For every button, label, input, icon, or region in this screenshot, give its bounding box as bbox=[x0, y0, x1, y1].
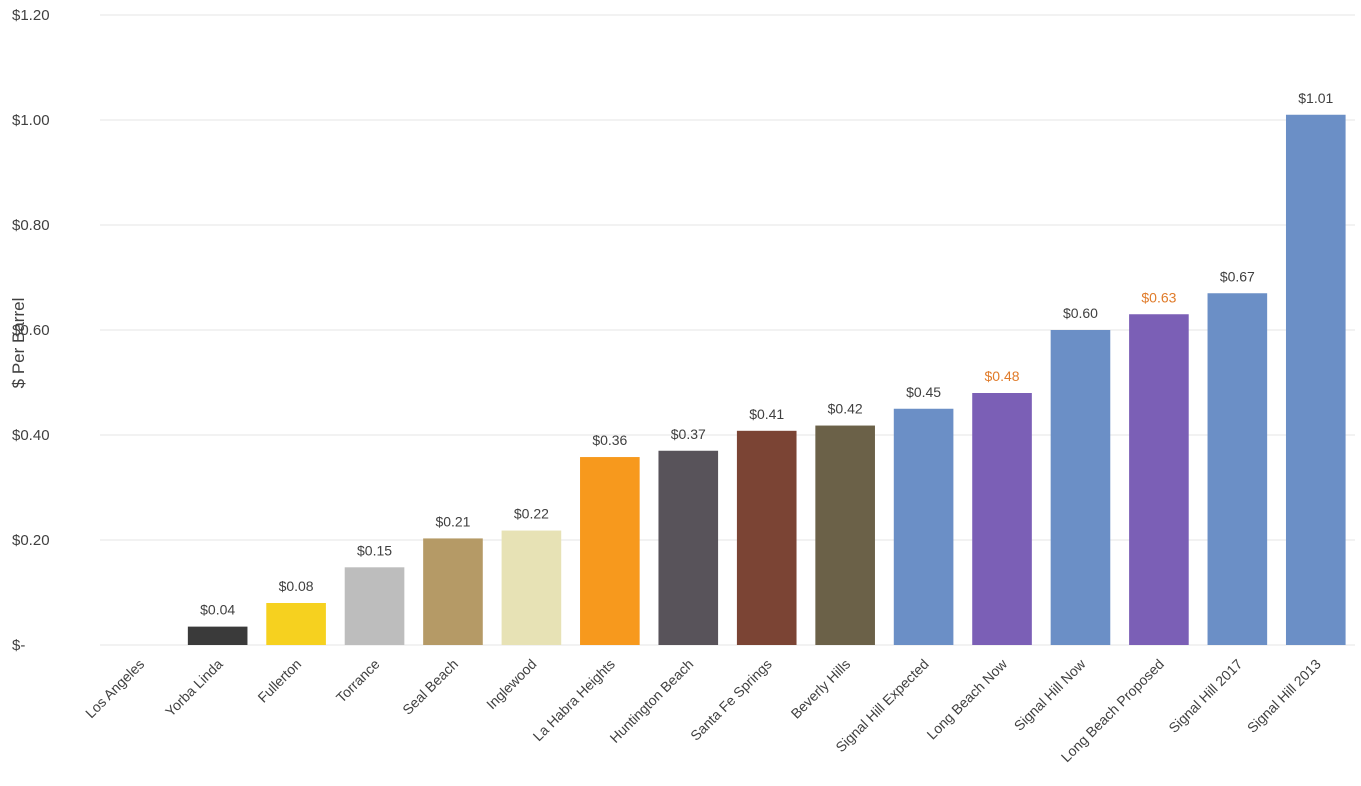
data-label: $0.41 bbox=[749, 406, 784, 422]
bar bbox=[423, 538, 483, 645]
y-tick-label: $1.00 bbox=[12, 112, 50, 129]
data-labels: $0.04 $0.08 $0.15 $0.21 $0.22 $0.36 $0.37 $0.41… bbox=[200, 90, 1333, 618]
bar bbox=[1285, 114, 1346, 645]
bar bbox=[1050, 330, 1111, 645]
category-label: Signal Hill 2017 bbox=[1165, 656, 1245, 736]
category-label: Torrance bbox=[333, 656, 383, 706]
category-label: Signal Hill Now bbox=[1011, 655, 1090, 734]
data-label: $0.37 bbox=[671, 426, 706, 442]
data-label: $0.60 bbox=[1063, 305, 1098, 321]
bar bbox=[893, 408, 954, 645]
category-label: Yorba Linda bbox=[162, 656, 226, 720]
bar bbox=[1207, 293, 1268, 645]
data-label: $0.63 bbox=[1141, 289, 1176, 305]
category-label: Fullerton bbox=[254, 656, 304, 706]
category-label: Seal Beach bbox=[399, 656, 461, 718]
bar bbox=[736, 430, 797, 645]
category-label: Los Angeles bbox=[82, 656, 147, 721]
y-tick-label: $1.20 bbox=[12, 7, 50, 24]
y-axis-title: $ Per Barrel bbox=[9, 298, 28, 389]
y-tick-label: $0.60 bbox=[12, 322, 50, 339]
category-label: La Habra Heights bbox=[530, 656, 618, 744]
category-label: Inglewood bbox=[483, 656, 539, 712]
y-tick-label: $0.40 bbox=[12, 427, 50, 444]
gridlines bbox=[100, 14, 1355, 646]
data-label: $0.45 bbox=[906, 384, 941, 400]
data-label: $0.22 bbox=[514, 506, 549, 522]
y-axis-ticks: $- $0.20 $0.40 $0.60 $0.80 $1.00 $1.20 bbox=[12, 7, 50, 654]
category-labels: Los Angeles Yorba Linda Fullerton Torrance S… bbox=[82, 655, 1324, 765]
bars bbox=[187, 114, 1346, 645]
data-label: $1.01 bbox=[1298, 90, 1333, 106]
bar bbox=[1129, 314, 1189, 645]
y-tick-label: $0.20 bbox=[12, 532, 50, 549]
data-label: $0.36 bbox=[592, 432, 627, 448]
data-label: $0.42 bbox=[828, 401, 863, 417]
bar bbox=[658, 450, 719, 645]
bar bbox=[815, 425, 875, 645]
y-tick-label: $0.80 bbox=[12, 217, 50, 234]
bar bbox=[344, 567, 405, 645]
category-label: Long Beach Now bbox=[923, 655, 1010, 742]
bar bbox=[266, 603, 326, 645]
bar bbox=[501, 530, 562, 645]
data-label: $0.08 bbox=[279, 578, 314, 594]
data-label: $0.67 bbox=[1220, 268, 1255, 284]
bar bbox=[580, 457, 640, 645]
category-label: Beverly Hills bbox=[788, 656, 854, 722]
bar bbox=[972, 393, 1032, 645]
category-label: Santa Fe Springs bbox=[687, 656, 775, 744]
data-label: $0.21 bbox=[435, 513, 470, 529]
bar bbox=[187, 626, 248, 645]
y-tick-label: $- bbox=[12, 637, 25, 654]
category-label: Signal Hill 2013 bbox=[1244, 656, 1324, 736]
data-label: $0.04 bbox=[200, 602, 235, 618]
data-label: $0.48 bbox=[985, 368, 1020, 384]
data-label: $0.15 bbox=[357, 542, 392, 558]
category-label: Huntington Beach bbox=[606, 656, 696, 746]
